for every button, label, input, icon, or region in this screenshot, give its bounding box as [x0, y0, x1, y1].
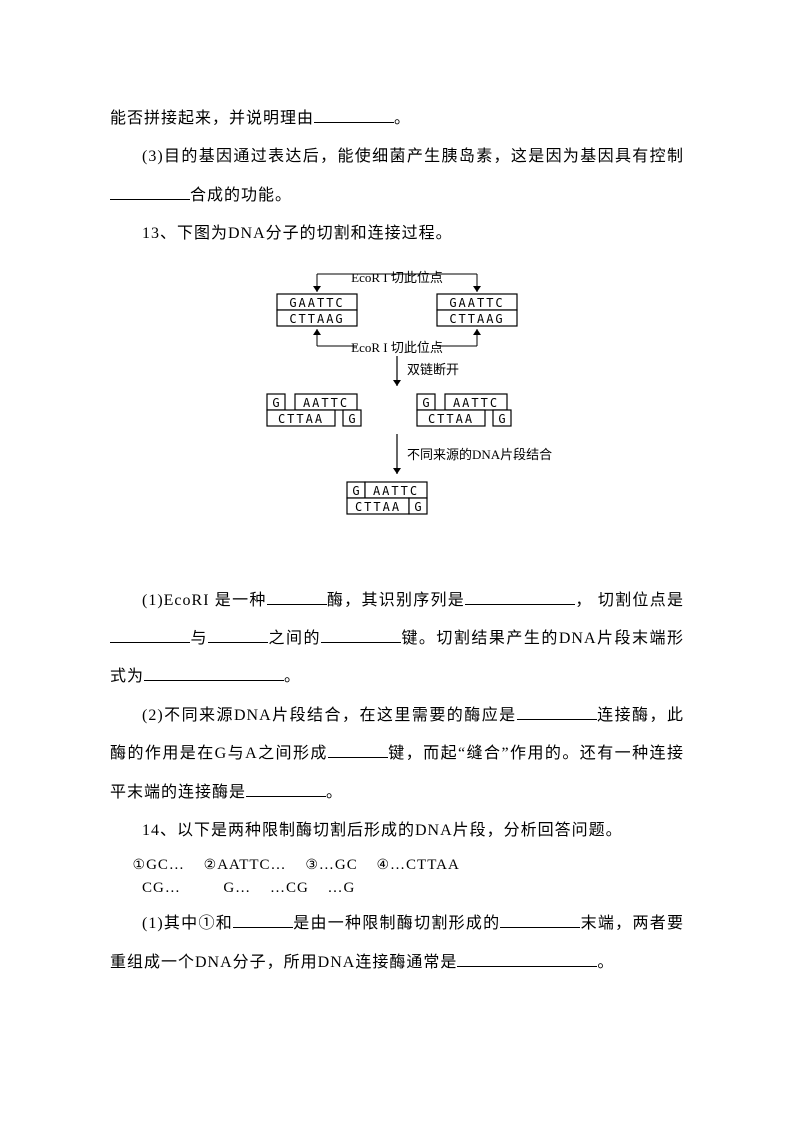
- svg-text:CTTAA: CTTAA: [278, 412, 324, 426]
- blank-14-1-1: [233, 911, 293, 928]
- text-14-1b: 是由一种限制酶切割形成的: [293, 915, 500, 932]
- question-13-2: (2)不同来源DNA片段结合，在这里需要的酶应是连接酶，此酶的作用是在G与A之间…: [110, 697, 684, 812]
- blank-13-2-2: [328, 741, 388, 758]
- question-14: 14、以下是两种限制酶切割后形成的DNA片段，分析回答问题。: [110, 812, 684, 850]
- text-14-1a: (1)其中①和: [142, 915, 233, 932]
- blank-14-1-2: [500, 911, 580, 928]
- text-13-2a: (2)不同来源DNA片段结合，在这里需要的酶应是: [142, 707, 517, 724]
- page-content: 能否拼接起来，并说明理由。 (3)目的基因通过表达后，能使细菌产生胰岛素，这是因…: [0, 0, 794, 1062]
- blank-13-1-5: [321, 626, 401, 643]
- svg-text:GAATTC: GAATTC: [449, 296, 504, 310]
- svg-text:G: G: [498, 412, 505, 426]
- text-top-b: 。: [394, 110, 411, 127]
- blank-14-1-3: [457, 950, 597, 967]
- dna-diagram: EcoR I 切此位点 GAATTC CTTAAG GAATTC CTTAAG: [110, 264, 684, 564]
- dna-combined: G AATTC CTTAA G: [347, 482, 427, 514]
- text-top-a: 能否拼接起来，并说明理由: [110, 110, 314, 127]
- paragraph-3: (3)目的基因通过表达后，能使细菌产生胰岛素，这是因为基因具有控制合成的功能。: [110, 138, 684, 215]
- svg-text:AATTC: AATTC: [453, 396, 499, 410]
- blank-13-2-1: [517, 703, 597, 720]
- svg-text:G: G: [422, 396, 429, 410]
- svg-text:G: G: [414, 500, 421, 514]
- question-14-1: (1)其中①和是由一种限制酶切割形成的末端，两者要重组成一个DNA分子，所用DN…: [110, 905, 684, 982]
- svg-text:CTTAAG: CTTAAG: [289, 312, 344, 326]
- dna-box-right: GAATTC CTTAAG: [437, 294, 517, 326]
- blank-13-1-6: [144, 664, 284, 681]
- text-3a: (3)目的基因通过表达后，能使细菌产生胰岛素，这是因为基因具有控制: [142, 148, 684, 165]
- question-13: 13、下图为DNA分子的切割和连接过程。: [110, 215, 684, 253]
- dna-box-left: GAATTC CTTAAG: [277, 294, 357, 326]
- svg-text:CTTAA: CTTAA: [428, 412, 474, 426]
- blank-13-1-4: [208, 626, 268, 643]
- text-q13: 13、下图为DNA分子的切割和连接过程。: [142, 225, 453, 242]
- diagram-ecor-bottom: EcoR I 切此位点: [351, 340, 443, 355]
- dna-fragments-row: G AATTC CTTAA G G AATTC CTTAA G: [267, 394, 511, 426]
- diagram-ecor-top: EcoR I 切此位点: [351, 270, 443, 285]
- paragraph-top: 能否拼接起来，并说明理由 。: [110, 100, 684, 138]
- svg-text:GAATTC: GAATTC: [289, 296, 344, 310]
- text-q14: 14、以下是两种限制酶切割后形成的DNA片段，分析回答问题。: [142, 822, 623, 839]
- diagram-break-label: 双链断开: [407, 362, 459, 377]
- blank-13-1-1: [267, 588, 327, 605]
- text-13-1b: 酶，其识别序列是: [327, 592, 465, 609]
- blank-13-1-2: [465, 588, 575, 605]
- blank-13-2-3: [246, 780, 326, 797]
- diagram-combine-label: 不同来源的DNA片段结合: [407, 447, 552, 462]
- text-13-1c: ， 切割位点是: [575, 592, 684, 609]
- svg-text:G: G: [352, 484, 359, 498]
- fragment-row: ①GC… ②AATTC… ③…GC ④…CTTAA CG… G… …CG …G: [133, 854, 685, 899]
- svg-text:CTTAA: CTTAA: [355, 500, 401, 514]
- question-13-1: (1)EcoRI 是一种酶，其识别序列是， 切割位点是与之间的键。切割结果产生的…: [110, 582, 684, 697]
- text-13-1g: 。: [284, 668, 301, 685]
- blank-top: [314, 106, 394, 123]
- text-3b: 合成的功能。: [190, 187, 292, 204]
- text-13-1d: 与: [190, 630, 208, 647]
- svg-text:CTTAAG: CTTAAG: [449, 312, 504, 326]
- blank-3: [110, 183, 190, 200]
- blank-13-1-3: [110, 626, 190, 643]
- text-13-2d: 。: [326, 784, 343, 801]
- svg-text:AATTC: AATTC: [303, 396, 349, 410]
- svg-text:G: G: [348, 412, 355, 426]
- text-13-1a: (1)EcoRI 是一种: [142, 592, 267, 609]
- text-13-1e: 之间的: [268, 630, 321, 647]
- svg-text:G: G: [272, 396, 279, 410]
- text-14-1d: 。: [597, 954, 614, 971]
- svg-text:AATTC: AATTC: [373, 484, 419, 498]
